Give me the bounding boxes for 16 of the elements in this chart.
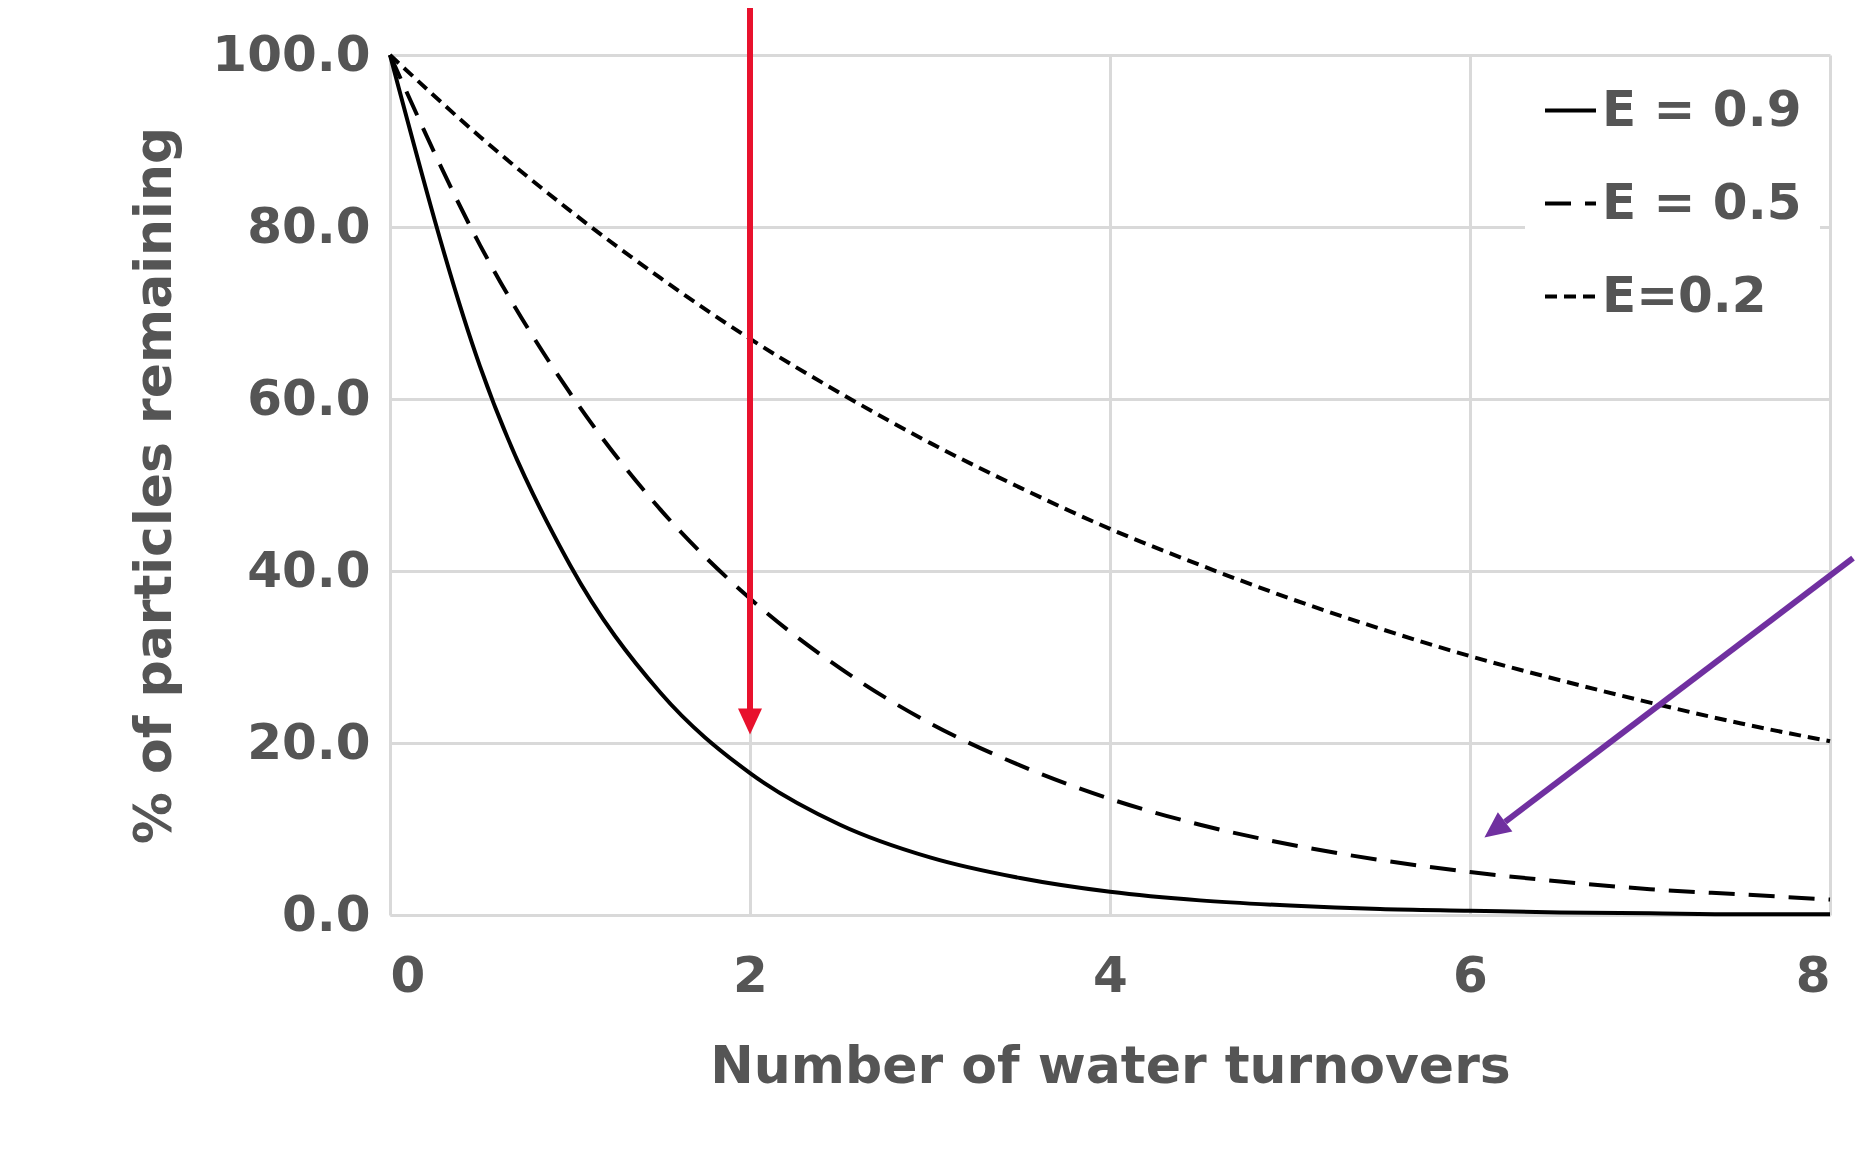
x-tick-label: 4 [1093,945,1128,1004]
y-tick-label: 100.0 [212,24,371,83]
y-tick-label: 60.0 [247,368,371,427]
x-axis-title: Number of water turnovers [710,1034,1511,1095]
legend-label: E = 0.9 [1602,79,1802,138]
x-tick-label: 8 [1795,945,1831,1004]
y-axis-title: % of particles remaining [123,126,184,845]
legend-label: E = 0.5 [1602,172,1802,231]
legend-label: E=0.2 [1602,265,1767,324]
y-tick-label: 80.0 [247,196,371,255]
y-tick-label: 20.0 [247,712,371,771]
y-tick-label: 0.0 [281,884,371,943]
y-tick-label: 40.0 [247,540,371,599]
x-tick-label: 6 [1453,945,1488,1004]
x-tick-label: 2 [733,945,768,1004]
x-tick-label: 0 [390,945,426,1004]
